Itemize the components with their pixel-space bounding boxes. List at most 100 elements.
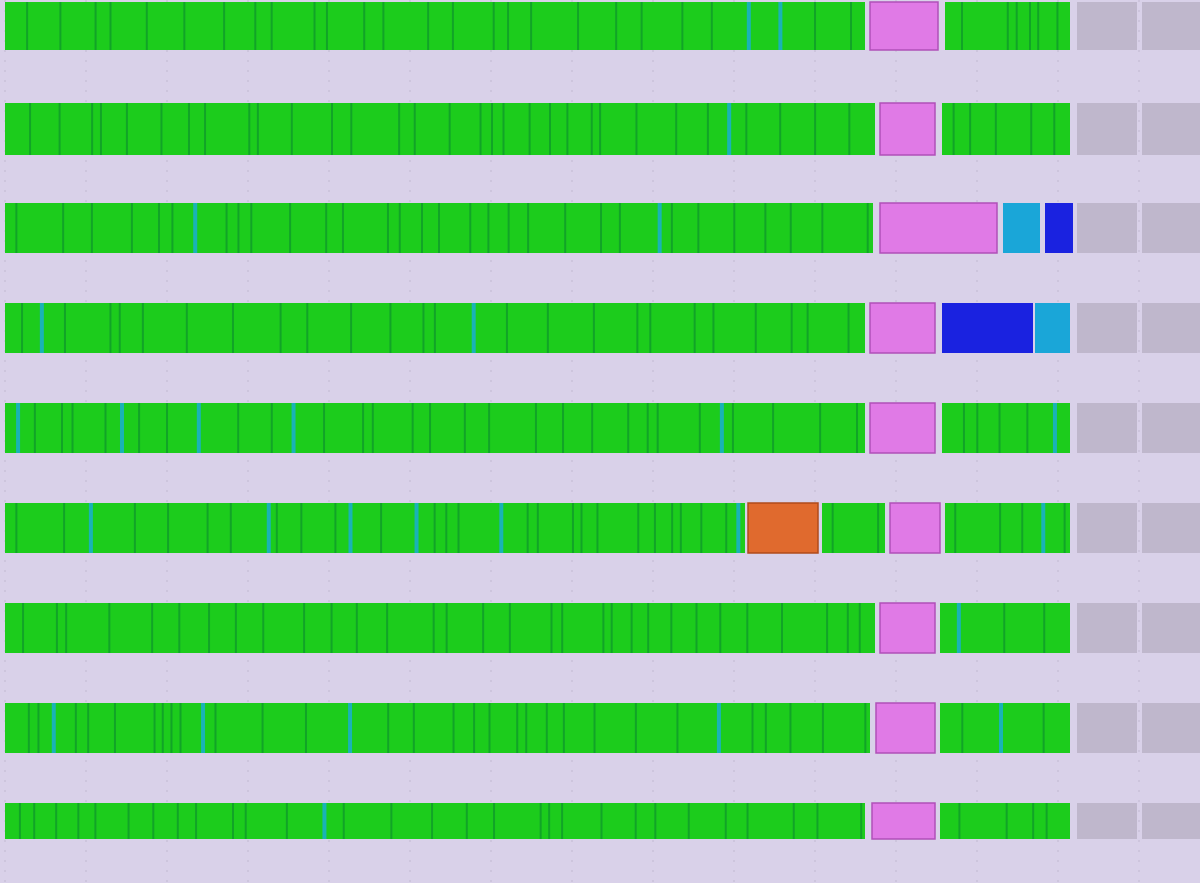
stripe bbox=[433, 303, 436, 353]
stripe bbox=[62, 203, 65, 253]
stripe bbox=[640, 2, 643, 50]
stripe bbox=[591, 403, 594, 453]
stripe bbox=[390, 803, 393, 839]
segment bbox=[942, 303, 1033, 353]
stripe bbox=[516, 703, 519, 753]
stripe bbox=[1003, 603, 1006, 653]
stripe bbox=[1032, 803, 1035, 839]
stripe bbox=[488, 703, 491, 753]
stripe bbox=[548, 803, 551, 839]
stripe bbox=[26, 2, 29, 50]
stripe bbox=[746, 803, 749, 839]
stripe bbox=[634, 703, 637, 753]
stripe bbox=[635, 103, 638, 155]
stripe bbox=[746, 603, 749, 653]
idle-block bbox=[1142, 103, 1200, 155]
stripe bbox=[1043, 603, 1046, 653]
stripe bbox=[266, 503, 271, 553]
stripe bbox=[27, 703, 30, 753]
idle-block bbox=[1077, 2, 1137, 50]
stripe bbox=[600, 203, 603, 253]
stripe bbox=[88, 503, 93, 553]
segment bbox=[5, 103, 875, 155]
stripe bbox=[866, 203, 869, 253]
stripe bbox=[398, 203, 401, 253]
stripe bbox=[525, 703, 528, 753]
stripe bbox=[237, 203, 240, 253]
stripe bbox=[214, 703, 217, 753]
stripe bbox=[127, 803, 130, 839]
stripe bbox=[262, 603, 265, 653]
segment bbox=[942, 103, 1070, 155]
stripe bbox=[15, 503, 18, 553]
stripe bbox=[113, 703, 116, 753]
stripe bbox=[325, 203, 328, 253]
stripe bbox=[77, 803, 80, 839]
segment bbox=[879, 602, 936, 654]
stripe bbox=[602, 603, 605, 653]
stripe bbox=[526, 503, 529, 553]
stripe bbox=[490, 103, 493, 155]
stripe bbox=[780, 603, 783, 653]
stripe bbox=[108, 603, 111, 653]
stripe bbox=[507, 2, 510, 50]
stripe bbox=[615, 2, 618, 50]
stripe bbox=[39, 303, 44, 353]
stripe bbox=[610, 603, 613, 653]
stripe bbox=[479, 103, 482, 155]
idle-block bbox=[1077, 303, 1137, 353]
stripe bbox=[764, 703, 767, 753]
stripe bbox=[561, 803, 564, 839]
idle-block bbox=[1142, 303, 1200, 353]
stripe bbox=[363, 2, 366, 50]
stripe bbox=[157, 203, 160, 253]
stripe bbox=[432, 603, 435, 653]
stripe bbox=[562, 403, 565, 453]
stripe bbox=[119, 403, 124, 453]
stripe bbox=[856, 403, 859, 453]
idle-block bbox=[1142, 2, 1200, 50]
stripe bbox=[109, 2, 112, 50]
stripe bbox=[564, 203, 567, 253]
stripe bbox=[772, 403, 775, 453]
stripe bbox=[427, 2, 430, 50]
stripe bbox=[185, 303, 188, 353]
stripe bbox=[125, 103, 128, 155]
stripe bbox=[133, 503, 136, 553]
stripe bbox=[380, 503, 383, 553]
stripe bbox=[864, 703, 867, 753]
stripe bbox=[969, 103, 972, 155]
stripe bbox=[237, 403, 240, 453]
stripe bbox=[22, 603, 25, 653]
stripe bbox=[422, 303, 425, 353]
stripe bbox=[386, 203, 389, 253]
stripe bbox=[429, 403, 432, 453]
segment bbox=[869, 302, 936, 354]
stripe bbox=[291, 403, 296, 453]
stripe bbox=[433, 503, 436, 553]
stripe bbox=[814, 2, 817, 50]
stripe bbox=[452, 703, 455, 753]
stripe bbox=[712, 303, 715, 353]
stripe bbox=[1041, 503, 1046, 553]
stripe bbox=[1045, 803, 1048, 839]
stripe bbox=[413, 103, 416, 155]
stripe bbox=[976, 403, 979, 453]
stripe bbox=[51, 703, 56, 753]
stripe bbox=[304, 703, 307, 753]
stripe bbox=[290, 103, 293, 155]
stripe bbox=[94, 2, 97, 50]
stripe bbox=[745, 103, 748, 155]
stripe bbox=[952, 103, 955, 155]
segment bbox=[5, 703, 870, 753]
stripe bbox=[593, 703, 596, 753]
stripe bbox=[657, 203, 662, 253]
stripe bbox=[687, 803, 690, 839]
stripe bbox=[627, 403, 630, 453]
stripe bbox=[693, 303, 696, 353]
segment bbox=[5, 603, 875, 653]
stripe bbox=[16, 403, 21, 453]
stripe bbox=[592, 303, 595, 353]
stripe bbox=[700, 503, 703, 553]
